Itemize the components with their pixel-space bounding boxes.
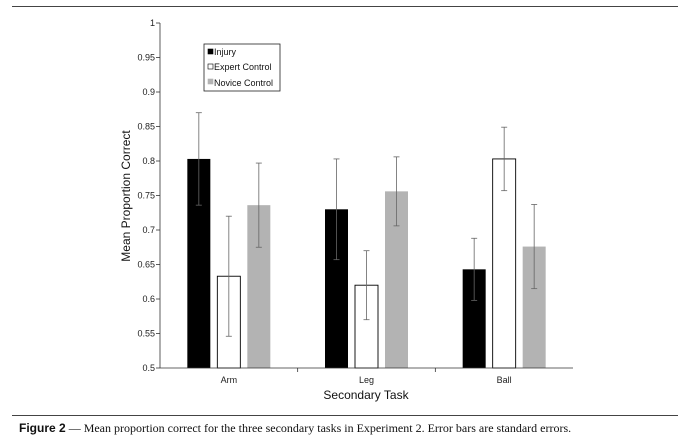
y-tick-label: 0.6	[142, 294, 155, 304]
y-tick-label: 0.75	[137, 191, 155, 201]
y-tick-label: 0.85	[137, 122, 155, 132]
legend-box	[203, 43, 281, 92]
y-axis-title: Mean Proportion Correct	[119, 130, 133, 262]
y-tick-label: 0.7	[142, 225, 155, 235]
y-tick-label: 0.55	[137, 329, 155, 339]
y-tick-label: 0.65	[137, 260, 155, 270]
x-tick-label-arm: Arm	[221, 375, 238, 385]
bar-novice-control-ball	[522, 246, 546, 368]
bar-injury-ball	[462, 269, 486, 368]
bar-novice-control-leg	[385, 191, 408, 368]
error-bars	[195, 112, 538, 337]
legend-swatch-expert-control	[207, 63, 214, 70]
figure-caption: Figure 2 — Mean proportion correct for t…	[19, 421, 679, 436]
x-axis-title: Secondary Task	[323, 388, 409, 402]
y-tick-label: 1	[150, 18, 155, 28]
x-axis: Arm Leg Ball	[160, 367, 573, 385]
caption-rule	[12, 415, 678, 416]
y-tick-label: 0.95	[137, 53, 155, 63]
x-tick-label-leg: Leg	[359, 375, 374, 385]
legend: Injury Expert Control Novice Control	[203, 43, 281, 92]
y-axis: 0.5 0.55 0.6 0.65 0.7 0.75 0.8 0.85 0.9 0.95 1	[137, 18, 161, 373]
y-tick-label: 0.9	[142, 87, 155, 97]
top-rule	[12, 6, 678, 7]
legend-swatch-injury	[207, 48, 214, 55]
y-tick-label: 0.8	[142, 156, 155, 166]
y-tick-label: 0.5	[142, 363, 155, 373]
bar-injury-leg	[325, 209, 348, 368]
legend-label-novice-control: Novice Control	[214, 78, 273, 88]
legend-label-expert-control: Expert Control	[214, 62, 272, 72]
x-tick-label-ball: Ball	[497, 375, 512, 385]
bar-injury-arm	[187, 158, 211, 368]
legend-label-injury: Injury	[214, 47, 237, 57]
legend-swatch-novice-control	[207, 78, 214, 85]
chart: 0.5 0.55 0.6 0.65 0.7 0.75 0.8 0.85 0.9 0.95 1 Arm…	[119, 18, 573, 402]
bar-novice-control-arm	[247, 205, 271, 368]
figure-label: Figure 2	[19, 421, 66, 435]
caption-text: — Mean proportion correct for the three …	[65, 421, 572, 435]
